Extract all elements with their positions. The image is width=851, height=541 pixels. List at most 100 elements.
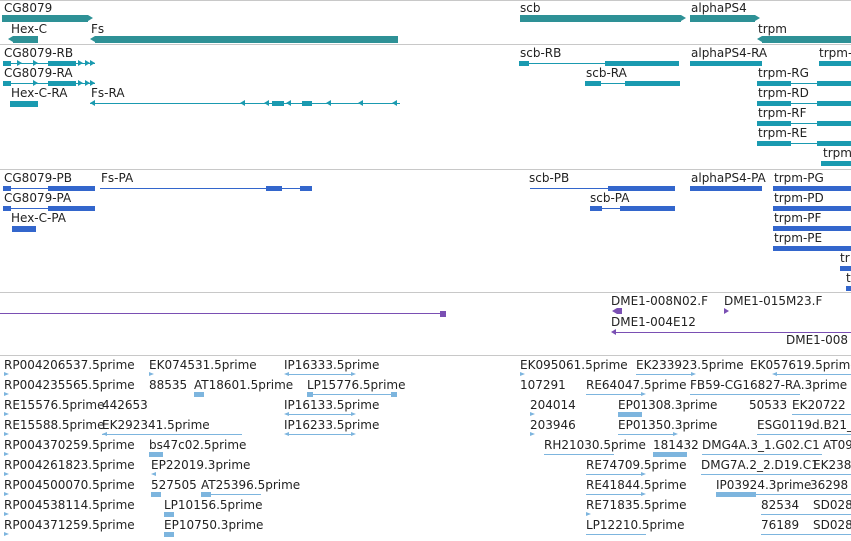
transcript-feature[interactable]: [3, 80, 95, 87]
est-feature[interactable]: [4, 432, 12, 437]
est-label[interactable]: EK292341.5prime: [102, 418, 210, 432]
est-label[interactable]: EK074531.5prime: [149, 358, 257, 372]
est-label[interactable]: 527505: [151, 478, 197, 492]
protein-feature[interactable]: [773, 205, 851, 212]
feature-label[interactable]: trpm-RG: [758, 66, 809, 80]
transcript-feature[interactable]: [3, 60, 95, 67]
feature-label[interactable]: scb-RA: [586, 66, 627, 80]
clone-feature[interactable]: [724, 308, 732, 315]
clone-feature[interactable]: [611, 329, 851, 336]
est-label[interactable]: 76189: [761, 518, 800, 532]
est-feature[interactable]: [702, 452, 822, 457]
est-label[interactable]: LP10156.5prime: [164, 498, 263, 512]
gene-feature[interactable]: [690, 15, 760, 22]
feature-label[interactable]: DME1-015M23.F: [724, 294, 823, 308]
transcript-feature[interactable]: [757, 80, 851, 87]
feature-label[interactable]: Hex-C-PA: [11, 211, 67, 225]
est-label[interactable]: 181432: [653, 438, 699, 452]
protein-feature[interactable]: [840, 265, 851, 272]
feature-label[interactable]: DME1-008: [786, 333, 849, 347]
est-label[interactable]: RP004371259.5prime: [4, 518, 135, 532]
est-label[interactable]: EK20722: [792, 398, 846, 412]
gene-feature[interactable]: [8, 36, 38, 43]
est-label[interactable]: RE15576.5prime: [4, 398, 105, 412]
est-label[interactable]: 203946: [530, 418, 576, 432]
feature-label[interactable]: trpm-RF: [758, 106, 807, 120]
est-feature[interactable]: [284, 412, 356, 417]
protein-feature[interactable]: [590, 205, 675, 212]
est-feature[interactable]: [772, 372, 851, 377]
feature-label[interactable]: Hex-C-RA: [11, 86, 68, 100]
protein-feature[interactable]: [100, 185, 312, 192]
feature-label[interactable]: alphaPS4: [691, 1, 747, 15]
est-feature[interactable]: [636, 372, 696, 377]
est-feature[interactable]: [792, 412, 851, 417]
est-label[interactable]: EP01308.3prime: [618, 398, 718, 412]
est-label[interactable]: 88535: [149, 378, 188, 392]
feature-label[interactable]: trpm-PF: [774, 211, 822, 225]
protein-feature[interactable]: [773, 225, 851, 232]
feature-label[interactable]: Fs-PA: [101, 171, 134, 185]
est-feature[interactable]: [653, 452, 687, 457]
est-feature[interactable]: [586, 492, 646, 497]
transcript-feature[interactable]: [819, 60, 851, 67]
est-label[interactable]: SD028: [813, 518, 851, 532]
transcript-feature[interactable]: [757, 120, 851, 127]
transcript-feature[interactable]: [585, 80, 680, 87]
est-feature[interactable]: [520, 372, 528, 377]
est-feature[interactable]: [164, 532, 174, 537]
est-label[interactable]: RE15588.5prime: [4, 418, 105, 432]
est-feature[interactable]: [149, 372, 157, 377]
est-feature[interactable]: [284, 372, 356, 377]
est-feature[interactable]: [586, 392, 646, 397]
est-label[interactable]: AT18601.5prime: [194, 378, 294, 392]
est-label[interactable]: EK233923.5prime: [636, 358, 744, 372]
protein-feature[interactable]: [3, 185, 95, 192]
est-feature[interactable]: [164, 512, 174, 517]
feature-label[interactable]: t: [846, 271, 851, 285]
est-label[interactable]: 36298: [810, 478, 849, 492]
gene-feature[interactable]: [90, 36, 398, 43]
est-label[interactable]: EP10750.3prime: [164, 518, 264, 532]
transcript-feature[interactable]: [10, 100, 38, 107]
feature-label[interactable]: scb: [520, 1, 541, 15]
est-feature[interactable]: [530, 412, 538, 417]
est-label[interactable]: LP15776.5prime: [307, 378, 406, 392]
est-feature[interactable]: [757, 432, 851, 437]
feature-label[interactable]: CG8079-PA: [4, 191, 72, 205]
feature-label[interactable]: trpm-RE: [758, 126, 808, 140]
est-feature[interactable]: [149, 452, 163, 457]
feature-label[interactable]: alphaPS4-RA: [691, 46, 768, 60]
est-feature[interactable]: [544, 452, 614, 457]
gene-feature[interactable]: [2, 15, 93, 22]
est-label[interactable]: EK095061.5prime: [520, 358, 628, 372]
est-label[interactable]: EP22019.3prime: [151, 458, 251, 472]
est-feature[interactable]: [4, 472, 12, 477]
feature-label[interactable]: CG8079: [4, 1, 53, 15]
est-label[interactable]: 204014: [530, 398, 576, 412]
clone-feature[interactable]: [612, 308, 622, 315]
est-label[interactable]: RP004500070.5prime: [4, 478, 135, 492]
est-label[interactable]: RP004370259.5prime: [4, 438, 135, 452]
protein-feature[interactable]: [773, 245, 851, 252]
protein-feature[interactable]: [12, 225, 36, 232]
feature-label[interactable]: trpm: [823, 146, 851, 160]
est-feature[interactable]: [701, 472, 851, 477]
est-label[interactable]: RP004261823.5prime: [4, 458, 135, 472]
est-feature[interactable]: [586, 512, 594, 517]
protein-feature[interactable]: [3, 205, 95, 212]
feature-label[interactable]: Hex-C: [11, 22, 48, 36]
est-label[interactable]: IP03924.3prime: [716, 478, 812, 492]
est-label[interactable]: DMG4A.3_1.G02.C1: [702, 438, 820, 452]
transcript-feature[interactable]: [757, 100, 851, 107]
est-feature[interactable]: [4, 532, 12, 537]
est-feature[interactable]: [761, 512, 851, 517]
est-feature[interactable]: [194, 392, 204, 397]
feature-label[interactable]: DME1-004E12: [611, 315, 696, 329]
est-feature[interactable]: [530, 432, 538, 437]
feature-label[interactable]: trpm-RD: [758, 86, 809, 100]
transcript-feature[interactable]: [90, 100, 400, 107]
est-feature[interactable]: [307, 392, 397, 397]
est-label[interactable]: DMG7A.2_2.D19.C1: [701, 458, 819, 472]
est-feature[interactable]: [4, 412, 12, 417]
